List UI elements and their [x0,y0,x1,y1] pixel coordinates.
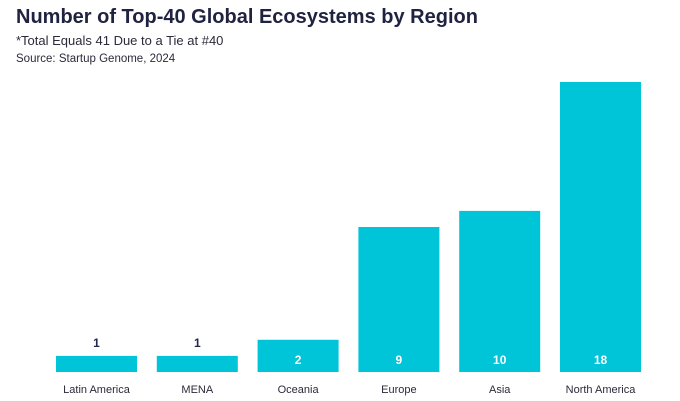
chart-source: Source: Startup Genome, 2024 [16,53,176,65]
bar-latin-america [56,355,137,372]
data-label-north-america: 18 [594,353,608,367]
bar-north-america [560,82,641,372]
chart-title: Number of Top-40 Global Ecosystems by Re… [16,6,478,28]
bar-mena [156,355,238,372]
x-tick-label-asia: Asia [489,384,511,396]
x-tick-label-latin-america: Latin America [63,384,131,396]
data-label-mena: 1 [194,336,201,350]
bar-asia [459,210,541,372]
data-label-latin-america: 1 [93,336,100,350]
chart-subtitle: *Total Equals 41 Due to a Tie at #40 [16,33,224,48]
data-label-oceania: 2 [295,353,302,367]
data-label-asia: 10 [493,353,507,367]
x-tick-label-europe: Europe [381,384,416,396]
x-tick-label-north-america: North America [566,384,637,396]
bar-oceania [257,339,339,372]
x-tick-label-mena: MENA [181,384,213,396]
data-label-europe: 9 [396,353,403,367]
bar-europe [358,227,440,372]
x-tick-label-oceania: Oceania [278,384,320,396]
